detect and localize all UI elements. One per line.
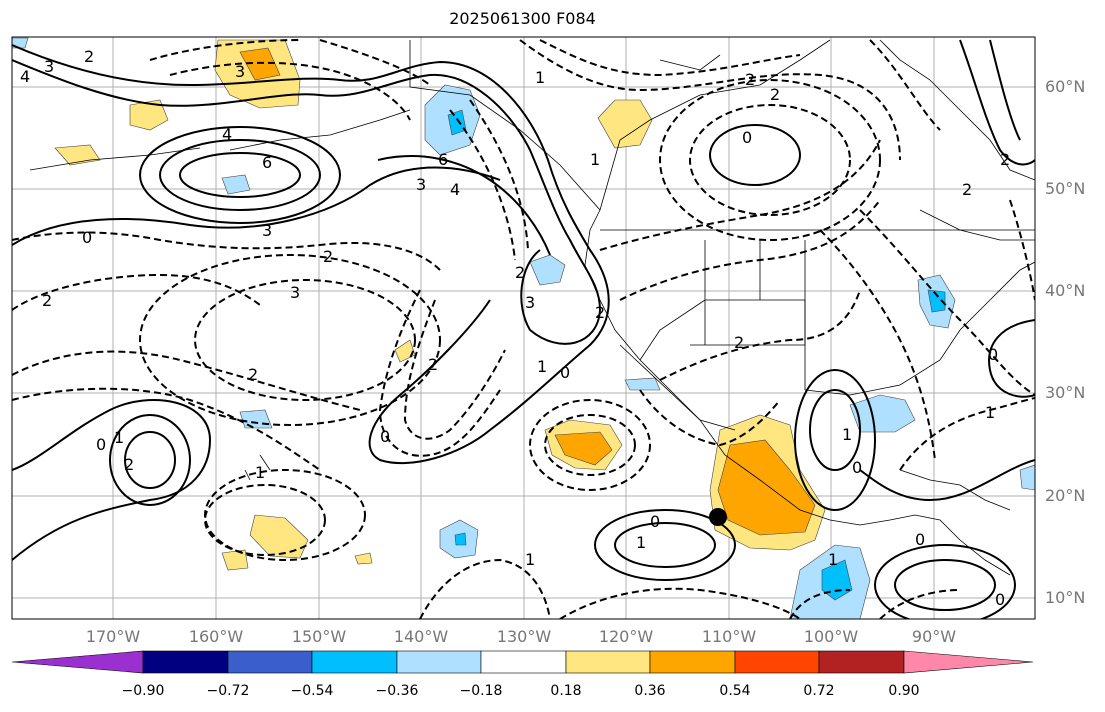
shaded-anomalies: [12, 37, 1035, 619]
contour-label: 0: [82, 228, 92, 247]
lat-label: 50°N: [1045, 179, 1086, 198]
lat-label: 40°N: [1045, 281, 1086, 300]
contour-label: 2: [745, 70, 755, 89]
lat-label: 20°N: [1045, 486, 1086, 505]
contour-label: 1: [525, 550, 535, 569]
map-frame: [11, 36, 1036, 620]
lon-label: 120°W: [598, 627, 654, 646]
lon-label: 160°W: [188, 627, 244, 646]
colorbar-tick-label: 0.36: [634, 683, 666, 699]
contour-label: 4: [20, 67, 30, 86]
lon-label: 170°W: [85, 627, 141, 646]
storm-marker: [709, 508, 727, 526]
contour-label: 2: [734, 333, 744, 352]
contour-label: 2: [962, 180, 972, 199]
contour-label: 0: [995, 590, 1005, 609]
colorbar-tick-label: 0.72: [803, 683, 835, 699]
colorbar-tick-label: 0.54: [719, 683, 751, 699]
contour-label: 3: [290, 283, 300, 302]
contour-label: 1: [590, 150, 600, 169]
contour-label: 1: [114, 428, 124, 447]
colorbar-swatch-under: [11, 650, 144, 674]
colorbar-swatch: [480, 650, 567, 674]
contour-label: 2: [428, 355, 438, 374]
colorbar-tick-label: 0.18: [550, 683, 582, 699]
contour-label: 3: [235, 62, 245, 81]
contour-label: 0: [915, 530, 925, 549]
contour-label: 0: [852, 458, 862, 477]
colorbar-swatch: [734, 650, 820, 674]
lat-label: 30°N: [1045, 383, 1086, 402]
colorbar-swatch: [396, 650, 482, 674]
contour-label: 2: [248, 365, 258, 384]
contour-label: 1: [985, 403, 995, 422]
negative-contours: [12, 39, 1035, 619]
contour-label: 1: [255, 463, 265, 482]
lat-label: 10°N: [1045, 588, 1086, 607]
contour-label: 2: [595, 303, 605, 322]
coastlines: [29, 39, 1035, 576]
contour-label: 2: [770, 85, 780, 104]
contour-label: 0: [742, 128, 752, 147]
contour-label: 0: [650, 512, 660, 531]
colorbar: [11, 650, 1034, 674]
lon-label: 100°W: [803, 627, 859, 646]
lon-label: 90°W: [911, 627, 957, 646]
contour-label: 2: [515, 263, 525, 282]
lat-label: 60°N: [1045, 77, 1086, 96]
contour-label: 2: [124, 455, 134, 474]
contour-label: 0: [96, 435, 106, 454]
contour-label: 4: [450, 180, 460, 199]
colorbar-swatch: [649, 650, 736, 674]
contour-label: 3: [416, 175, 426, 194]
colorbar-swatch-over: [903, 650, 1034, 674]
colorbar-tick-label: −0.72: [206, 683, 250, 699]
contour-labels: 4 3 2 3 6 4 3 0 2 2 3 2 0 1 2 2 1 1 1 2 …: [20, 47, 1010, 609]
contour-label: 1: [537, 357, 547, 376]
colorbar-tick-label: −0.54: [290, 683, 334, 699]
contour-label: 2: [84, 47, 94, 66]
contour-label: 0: [560, 363, 570, 382]
contour-label: 1: [828, 550, 838, 569]
contour-label: 2: [42, 291, 52, 310]
contour-label: 3: [525, 293, 535, 312]
colorbar-tick-label: 0.90: [888, 683, 920, 699]
colorbar-tick-label: −0.36: [375, 683, 419, 699]
contour-label: 3: [262, 221, 272, 240]
lon-label: 110°W: [701, 627, 757, 646]
lon-label: 150°W: [291, 627, 347, 646]
map-title: 2025061300 F084: [449, 9, 596, 28]
colorbar-swatch: [227, 650, 313, 674]
contour-label: 6: [438, 150, 448, 169]
lon-label: 140°W: [393, 627, 449, 646]
contour-label: 2: [323, 247, 333, 266]
positive-contours: [12, 39, 1035, 619]
colorbar-tick-label: −0.90: [121, 683, 165, 699]
lon-label: 130°W: [496, 627, 552, 646]
contour-label: 1: [535, 68, 545, 87]
contour-label: 6: [262, 153, 272, 172]
contour-label: 0: [380, 427, 390, 446]
contour-label: 0: [988, 345, 998, 364]
graticule: [12, 37, 1035, 619]
colorbar-swatch: [311, 650, 398, 674]
contour-label: 2: [1000, 150, 1010, 169]
contour-label: 1: [636, 533, 646, 552]
colorbar-tick-label: −0.18: [459, 683, 503, 699]
colorbar-swatch: [142, 650, 229, 674]
colorbar-swatch: [565, 650, 651, 674]
contour-label: 3: [44, 57, 54, 76]
contour-label: 4: [222, 125, 232, 144]
colorbar-swatch: [818, 650, 905, 674]
contour-label: 1: [842, 425, 852, 444]
